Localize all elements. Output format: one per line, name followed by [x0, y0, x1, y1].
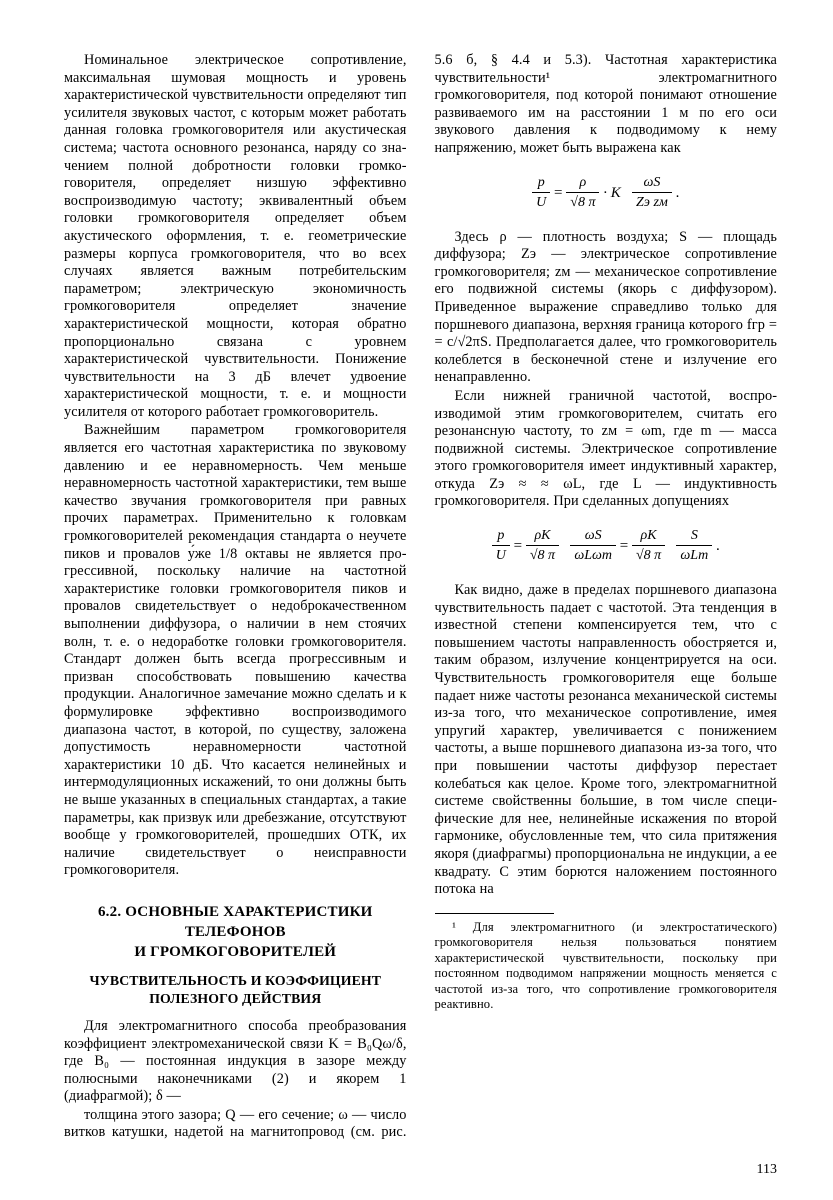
subsection-heading: ЧУВСТВИТЕЛЬНОСТЬ И КОЭФФИЦИЕНТ ПОЛЕЗНОГО…: [64, 972, 407, 1008]
footnote-separator: [435, 913, 555, 914]
page-number: 113: [757, 1162, 777, 1178]
formula-numerator: p: [492, 527, 510, 546]
formula-denominator: ωLωm: [570, 546, 616, 566]
section-heading: 6.2. ОСНОВНЫЕ ХАРАКТЕРИСТИКИ ТЕЛЕФОНОВ И…: [64, 902, 407, 962]
formula-numerator: ρK: [632, 527, 665, 546]
body-paragraph: Для электромагнитного способа преобра­зо…: [64, 1018, 407, 1106]
formula-denominator: √8 π: [566, 193, 599, 213]
formula-denominator: √8 π: [526, 546, 559, 566]
formula-denominator: √8 π: [632, 546, 665, 566]
formula-denominator: U: [532, 193, 550, 213]
formula-numerator: ρK: [526, 527, 559, 546]
body-paragraph: Важнейшим параметром громкоговорителя яв…: [64, 422, 407, 879]
formula-numerator: ωS: [570, 527, 616, 546]
formula-denominator: ωLm: [676, 546, 712, 566]
formula-denominator: Zэ zм: [632, 193, 672, 213]
subsection-heading-line: ПОЛЕЗНОГО ДЕЙСТВИЯ: [149, 991, 321, 1006]
body-paragraph: Если нижней граничной частотой, воспро­и…: [435, 388, 778, 511]
section-heading-line: И ГРОМКОГОВОРИТЕЛЕЙ: [134, 944, 336, 960]
formula-text: · K: [603, 185, 621, 201]
body-paragraph: Номинальное электрическое сопротивле­ние…: [64, 52, 407, 421]
formula-numerator: S: [676, 527, 712, 546]
body-paragraph: Как видно, даже в пределах поршневого ди…: [435, 582, 778, 899]
formula-numerator: ωS: [632, 174, 672, 193]
formula-2: p U = ρK √8 π ωS ωLωm = ρK √8 π S ωLm .: [435, 527, 778, 566]
formula-numerator: p: [532, 174, 550, 193]
body-paragraph: Здесь ρ — плотность воздуха; S — пло­щад…: [435, 229, 778, 387]
formula-denominator: U: [492, 546, 510, 566]
page: Номинальное электрическое сопротивле­ние…: [0, 0, 833, 1200]
formula-1: p U = ρ √8 π · K ωS Zэ zм .: [435, 174, 778, 213]
section-heading-line: 6.2. ОСНОВНЫЕ ХАРАКТЕРИСТИКИ ТЕЛЕФОНОВ: [98, 904, 373, 940]
footnote-text: ¹ Для электромагнитного (и электростати­…: [435, 920, 778, 1013]
subsection-heading-line: ЧУВСТВИТЕЛЬНОСТЬ И КОЭФФИЦИЕНТ: [89, 973, 381, 988]
formula-numerator: ρ: [566, 174, 599, 193]
